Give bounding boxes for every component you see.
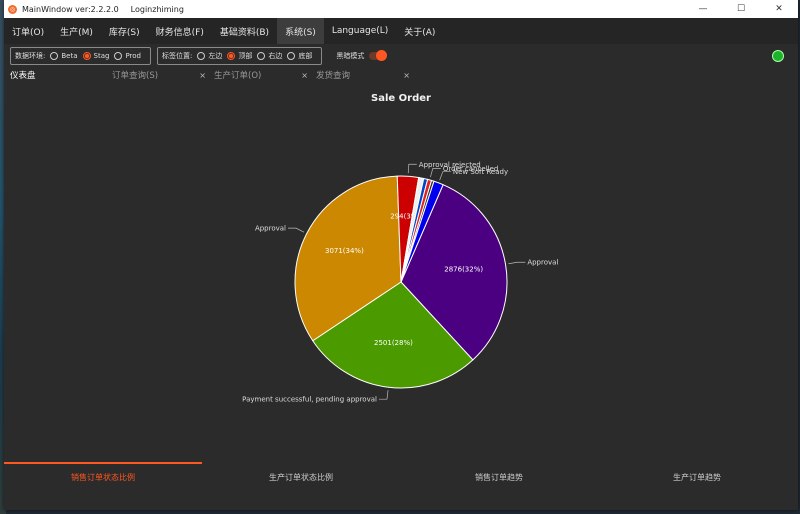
radio-icon [287, 52, 296, 60]
maximize-icon[interactable]: ☐ [736, 4, 746, 14]
dashboard-content: Sale Order 2876(32%) Approval 2501(28%) Pay… [4, 82, 798, 510]
leader-line [407, 163, 417, 174]
radio-label: Beta [61, 52, 78, 60]
radio-label: 左边 [208, 52, 223, 60]
desktop-background [0, 0, 6, 514]
close-icon[interactable]: × [199, 70, 206, 80]
pie-slice[interactable] [294, 175, 402, 342]
tabpos-radio-left[interactable]: 左边 [197, 51, 222, 61]
tabpos-radio-top[interactable]: 顶部 [227, 51, 252, 61]
tab-bar: 仪表盘 订单查询(S) × 生产订单(O) × 发货查询 × [4, 68, 798, 82]
slice-value-label: 2876(32%) [444, 265, 483, 273]
chart-tab-production-trend[interactable]: 生产订单趋势 [673, 472, 721, 482]
login-user: Loginzhiming [130, 4, 184, 14]
dark-mode-label: 黑暗模式 [336, 52, 365, 60]
slice-name-label: Order cancelled [443, 165, 499, 173]
app-icon: ◎ [8, 4, 17, 14]
chart-tab-bar: 销售订单状态比例 生产订单状态比例 销售订单趋势 生产订单趋势 [4, 462, 798, 492]
radio-icon [257, 52, 266, 60]
radio-label: Prod [125, 52, 141, 60]
menu-system[interactable]: 系统(S) [277, 18, 324, 44]
env-radio-stag[interactable]: Stag [82, 52, 110, 60]
slice-name-label: New Soft Ready [453, 168, 508, 176]
tab-label: 订单查询(S) [112, 71, 159, 81]
slice-value-label: 2501(28%) [374, 339, 413, 347]
tabpos-radio-right[interactable]: 右边 [257, 51, 282, 61]
pie-slice[interactable] [400, 184, 508, 361]
slice-name-label: Approval [255, 225, 286, 233]
env-radio-beta[interactable]: Beta [50, 52, 78, 60]
menu-production[interactable]: 生产(M) [60, 27, 93, 38]
tab-label: 生产订单(O) [214, 71, 262, 81]
tabpos-radio-bottom[interactable]: 底部 [287, 51, 312, 61]
slice-name-label: Payment successful, pending approval [242, 396, 377, 404]
radio-icon [197, 52, 206, 60]
leader-line [378, 390, 389, 400]
minimize-icon[interactable]: — [698, 4, 708, 14]
tab-shipment-query[interactable]: 发货查询 × [310, 68, 412, 82]
leader-line [288, 227, 305, 233]
menu-language[interactable]: Language(L) [331, 26, 389, 36]
slice-name-label: Approval [527, 259, 558, 267]
menu-inventory[interactable]: 库存(S) [108, 27, 140, 38]
close-icon[interactable]: × [403, 70, 410, 80]
radio-icon [114, 52, 123, 60]
leader-line [508, 261, 526, 265]
tab-label: 发货查询 [316, 71, 351, 81]
dark-mode-toggle[interactable] [369, 50, 388, 61]
chart-title: Sale Order [371, 93, 431, 104]
close-icon[interactable]: × [301, 70, 308, 80]
window-title: MainWindow ver:2.2.2.0 [22, 4, 119, 14]
menu-finance[interactable]: 财务信息(F) [155, 27, 204, 38]
env-label: 数据环境: [15, 52, 46, 60]
pie-chart: 2876(32%) Approval 2501(28%) Payment succes… [242, 161, 558, 404]
main-window: ◎ MainWindow ver:2.2.2.0 Loginzhiming — … [4, 0, 798, 510]
radio-label: Stag [93, 52, 110, 60]
chart-tab-production-status[interactable]: 生产订单状态比例 [269, 472, 333, 482]
env-group: 数据环境: Beta Stag Prod [10, 47, 151, 65]
radio-label: 右边 [268, 52, 283, 60]
menu-basic-data[interactable]: 基础资料(B) [219, 27, 270, 38]
radio-label: 底部 [298, 52, 313, 60]
tab-label: 仪表盘 [10, 71, 36, 81]
slice-value-label: 3071(34%) [325, 247, 364, 255]
leader-line [430, 168, 441, 178]
tab-position-group: 标签位置: 左边 顶部 右边 底部 [157, 47, 323, 65]
menu-order[interactable]: 订单(O) [12, 27, 45, 38]
radio-checked-icon [227, 52, 236, 60]
radio-checked-icon [82, 52, 91, 60]
chart-tab-sales-status[interactable]: 销售订单状态比例 [4, 462, 202, 492]
radio-icon [50, 52, 59, 60]
connection-status-icon [772, 50, 784, 62]
slice-name-label: Approval rejected [419, 161, 481, 169]
menu-bar: 订单(O) 生产(M) 库存(S) 财务信息(F) 基础资料(B) 系统(S) … [4, 18, 798, 44]
tab-dashboard[interactable]: 仪表盘 [4, 68, 106, 82]
env-radio-prod[interactable]: Prod [114, 52, 141, 60]
pie-slice[interactable] [312, 281, 474, 389]
tab-production-order[interactable]: 生产订单(O) × [208, 68, 310, 82]
tab-position-label: 标签位置: [162, 52, 193, 60]
tab-order-query[interactable]: 订单查询(S) × [106, 68, 208, 82]
radio-label: 顶部 [238, 52, 253, 60]
leader-line [439, 171, 451, 181]
toolbar: 数据环境: Beta Stag Prod 标签位置: 左边 顶部 右边 底部 黑… [4, 44, 798, 68]
window-controls: — ☐ ✕ [684, 0, 798, 18]
title-bar: ◎ MainWindow ver:2.2.2.0 Loginzhiming — … [4, 0, 798, 18]
chart-tab-sales-trend[interactable]: 销售订单趋势 [475, 472, 523, 482]
slice-value-label: 294(3%) [390, 213, 420, 221]
menu-about[interactable]: 关于(A) [404, 27, 436, 38]
pie-slice[interactable] [400, 180, 444, 283]
close-icon[interactable]: ✕ [775, 4, 783, 14]
